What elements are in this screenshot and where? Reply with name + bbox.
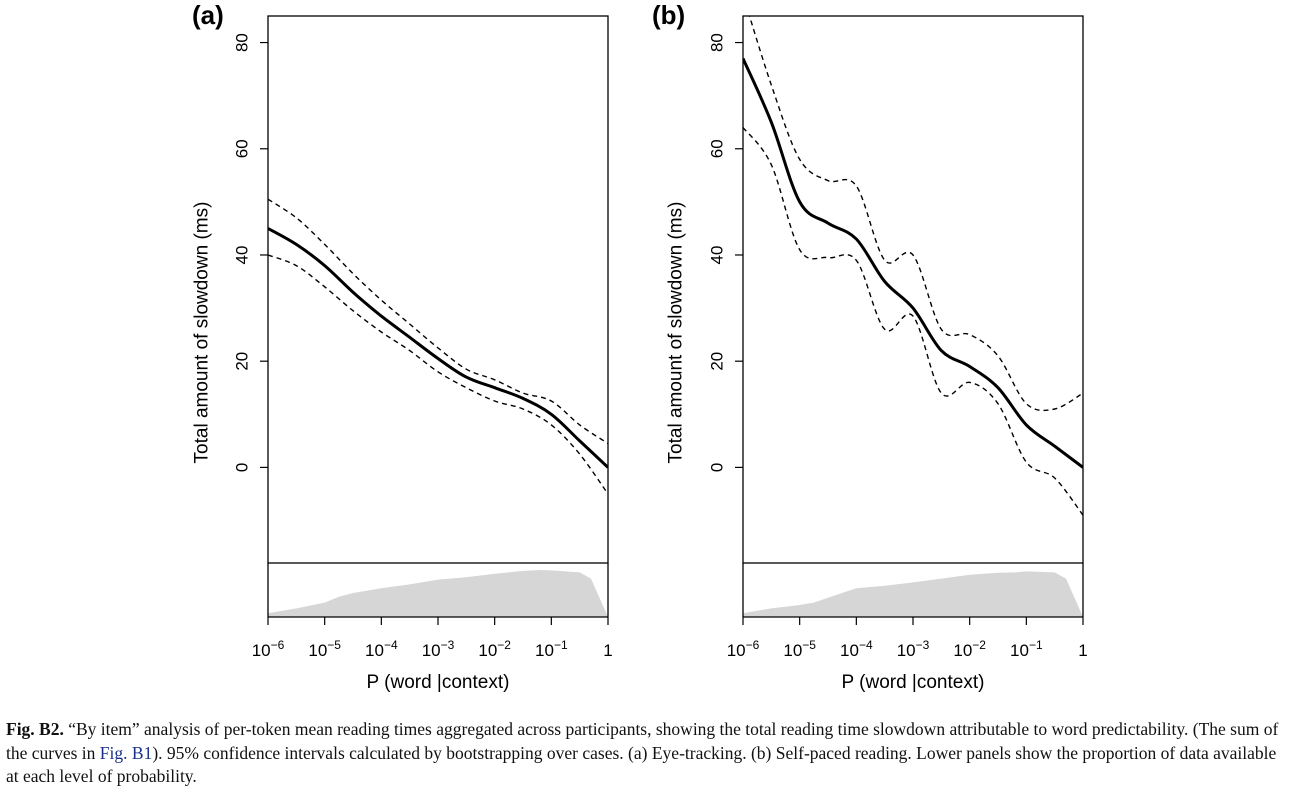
- y-tick-label: 80: [708, 33, 727, 52]
- caption-text-1: “By item” analysis of per-token mean rea…: [6, 719, 1279, 763]
- y-axis-label: Total amount of slowdown (ms): [192, 202, 213, 464]
- x-tick-label: 10−5: [308, 638, 341, 660]
- x-tick-base: 10: [1010, 641, 1029, 660]
- x-tick-base: 10: [897, 641, 916, 660]
- x-tick-exponent: −6: [271, 638, 285, 652]
- ci-bound-line: [268, 198, 608, 445]
- panel-label: (a): [192, 0, 224, 30]
- x-tick-exponent: −3: [916, 638, 930, 652]
- x-tick-base: 10: [365, 641, 384, 660]
- x-tick-base: 10: [953, 641, 972, 660]
- x-tick-label: 10−1: [535, 638, 568, 660]
- x-tick-label: 10−6: [252, 638, 285, 660]
- figure-caption: Fig. B2. “By item” analysis of per-token…: [6, 718, 1286, 789]
- caption-text-2: ). 95% confidence intervals calculated b…: [6, 742, 1277, 787]
- ci-bound-line: [268, 254, 608, 495]
- x-axis-label: P (word |context): [367, 672, 510, 693]
- x-tick-base: 10: [478, 641, 497, 660]
- x-tick-base: 10: [308, 641, 327, 660]
- y-tick-label: 80: [233, 33, 252, 52]
- x-tick-base: 10: [727, 641, 746, 660]
- density-area: [268, 570, 608, 617]
- y-tick-label: 20: [233, 352, 252, 371]
- x-tick-exponent: −6: [746, 638, 760, 652]
- x-tick-label: 10−3: [897, 638, 930, 660]
- caption-figure-link[interactable]: Fig. B1: [99, 742, 153, 763]
- x-tick-exponent: −5: [327, 638, 341, 652]
- x-tick-base: 10: [840, 641, 859, 660]
- x-tick-exponent: −1: [1029, 638, 1043, 652]
- y-tick-label: 0: [233, 463, 252, 472]
- x-tick-label: 10−5: [783, 638, 816, 660]
- x-tick-base: 10: [535, 641, 554, 660]
- x-tick-base: 10: [422, 641, 441, 660]
- ci-bound-line: [748, 16, 1083, 412]
- x-tick-label: 10−4: [365, 638, 398, 660]
- x-tick-exponent: −5: [802, 638, 816, 652]
- panel-label: (b): [652, 0, 685, 30]
- x-tick-base: 1: [1078, 641, 1087, 660]
- y-tick-label: 40: [708, 246, 727, 265]
- x-tick-base: 10: [783, 641, 802, 660]
- x-tick-label: 10−6: [727, 638, 760, 660]
- y-tick-label: 60: [708, 139, 727, 158]
- x-tick-label: 1: [603, 641, 612, 660]
- y-tick-label: 20: [708, 352, 727, 371]
- plot-frame: [267, 15, 609, 564]
- mean-slowdown-line: [268, 227, 608, 469]
- x-tick-exponent: −2: [972, 638, 986, 652]
- x-tick-exponent: −1: [554, 638, 568, 652]
- x-tick-exponent: −3: [441, 638, 455, 652]
- y-axis-label: Total amount of slowdown (ms): [666, 202, 687, 464]
- x-axis-label: P (word |context): [842, 672, 985, 693]
- plot-frame: [742, 15, 1084, 564]
- x-tick-exponent: −4: [859, 638, 873, 652]
- x-tick-base: 1: [603, 641, 612, 660]
- y-tick-label: 40: [233, 246, 252, 265]
- x-tick-label: 1: [1078, 641, 1087, 660]
- x-tick-label: 10−2: [478, 638, 511, 660]
- density-area: [743, 571, 1083, 617]
- x-tick-label: 10−3: [422, 638, 455, 660]
- x-tick-label: 10−4: [840, 638, 873, 660]
- x-tick-exponent: −4: [384, 638, 398, 652]
- x-tick-exponent: −2: [497, 638, 511, 652]
- caption-label: Fig. B2.: [6, 719, 64, 739]
- y-tick-label: 60: [233, 139, 252, 158]
- x-tick-base: 10: [252, 641, 271, 660]
- x-tick-label: 10−1: [1010, 638, 1043, 660]
- y-tick-label: 0: [708, 463, 727, 472]
- x-tick-label: 10−2: [953, 638, 986, 660]
- ci-bound-line: [743, 127, 1083, 516]
- mean-slowdown-line: [743, 57, 1083, 469]
